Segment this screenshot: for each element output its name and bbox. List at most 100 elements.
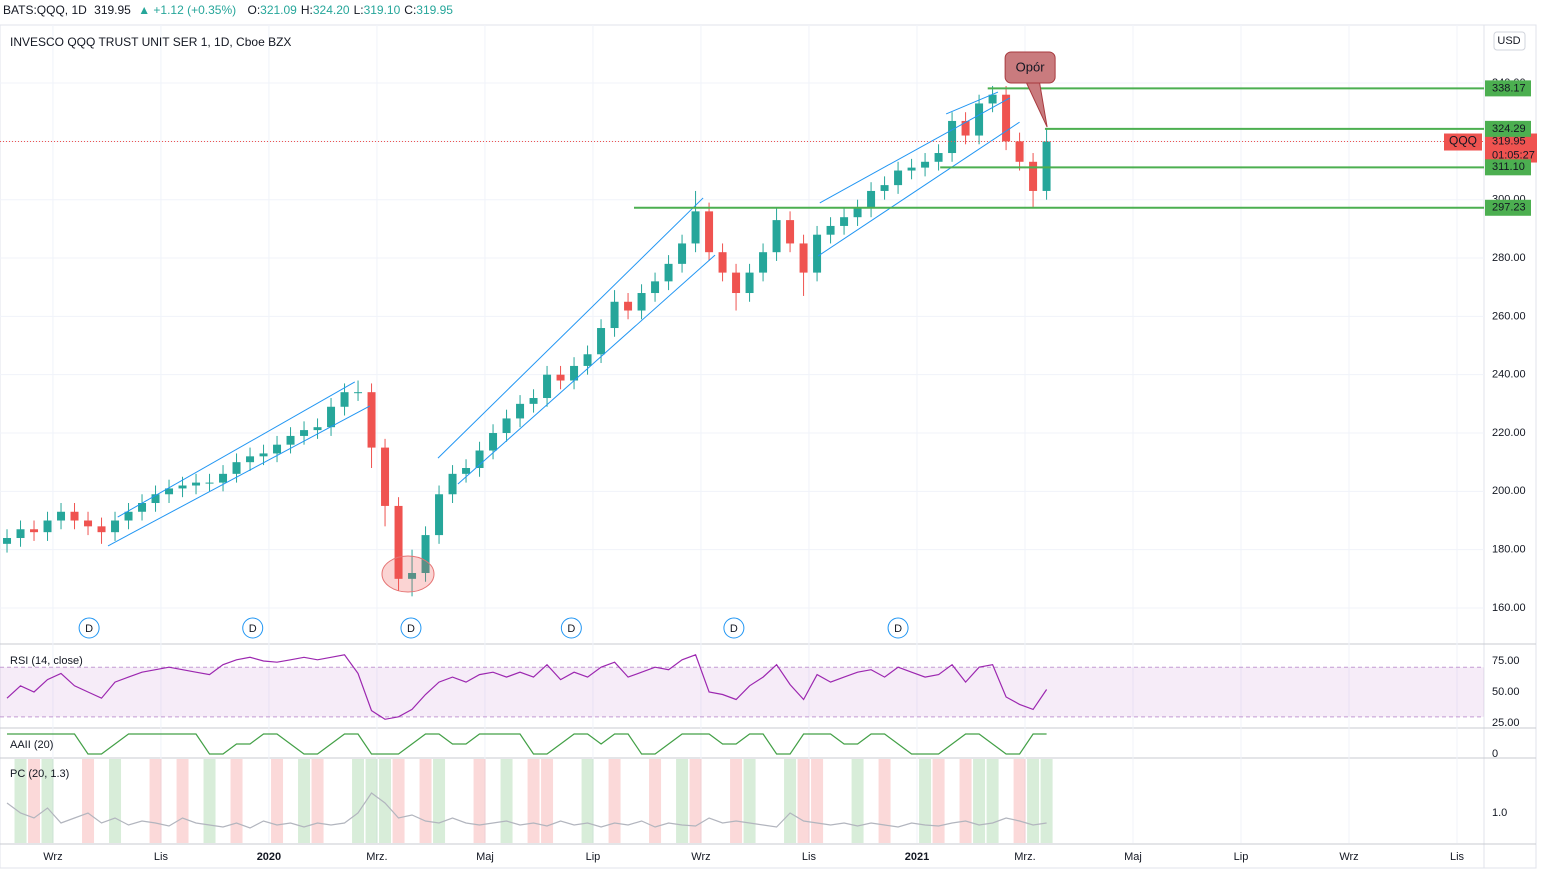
candle-body: [327, 406, 336, 428]
candle-body: [354, 392, 363, 394]
symbol: BATS:QQQ, 1D: [3, 3, 87, 17]
dividend-label: D: [249, 623, 257, 635]
candle-body: [178, 485, 187, 489]
signal-band: [608, 759, 621, 843]
candle-body: [381, 447, 390, 506]
signal-band: [649, 759, 662, 843]
signal-band: [689, 759, 702, 843]
indicator-line: [7, 733, 1047, 755]
signal-band: [851, 759, 864, 843]
grid: [0, 25, 1484, 843]
signal-band: [149, 759, 162, 843]
candle-body: [691, 211, 700, 244]
y-tick-label: 50.00: [1492, 686, 1520, 698]
candle-body: [732, 272, 741, 294]
currency-button[interactable]: [1493, 31, 1526, 51]
candle-body: [394, 505, 403, 579]
x-tick-label: Lis: [1450, 851, 1465, 863]
candle-body: [448, 473, 457, 495]
dividend-label: D: [730, 623, 738, 635]
symbol-tag: QQQ: [1449, 134, 1477, 148]
frame: [0, 24, 1537, 869]
candle-body: [165, 488, 174, 495]
dividend-marker: [887, 617, 909, 639]
dividend-label: D: [894, 623, 902, 635]
candle-body: [16, 529, 25, 539]
symbol-header: BATS:QQQ, 1D 319.95 ▲ +1.12 (+0.35%) O:3…: [3, 3, 461, 17]
candle-body: [435, 494, 444, 536]
ohlc-label: L:: [353, 3, 364, 17]
signal-band: [352, 759, 365, 843]
signal-band: [797, 759, 810, 843]
callout-text: Opór: [1016, 59, 1046, 74]
candle-body: [1015, 141, 1024, 162]
x-tick-label: Wrz: [691, 851, 710, 863]
candle-body: [1029, 161, 1038, 191]
x-tick-label: Wrz: [1339, 851, 1358, 863]
signal-band: [581, 759, 594, 843]
y-tick-label: 1.0: [1492, 807, 1507, 819]
signal-band: [919, 759, 932, 843]
candle-body: [151, 494, 160, 504]
candle-body: [826, 225, 835, 235]
candle-body: [273, 444, 282, 454]
signal-band: [743, 759, 756, 843]
candle-body: [583, 354, 592, 366]
candle-body: [286, 435, 295, 445]
x-tick-label: Lis: [154, 851, 169, 863]
dividend-label: D: [85, 623, 93, 635]
candle-body: [57, 511, 66, 521]
dividend-marker: [560, 617, 582, 639]
candle-body: [232, 462, 241, 474]
candle-body: [759, 252, 768, 273]
last-price-bg: [1485, 133, 1537, 163]
candle-body: [637, 293, 646, 311]
level-label-bg: [1485, 159, 1531, 176]
signal-band: [1013, 759, 1026, 843]
candle-body: [867, 190, 876, 209]
currency[interactable]: USD: [1497, 35, 1520, 47]
signal-band: [973, 759, 986, 843]
x-tick-label: Maj: [476, 851, 494, 863]
candle-body: [664, 263, 673, 282]
candle-body: [97, 526, 106, 533]
candle-body: [1042, 141, 1051, 191]
signal-band: [28, 759, 41, 843]
y-tick-label: 200.00: [1492, 485, 1526, 497]
ohlc-label: C:: [404, 3, 417, 17]
y-tick-label: 160.00: [1492, 602, 1526, 614]
candle-body: [894, 170, 903, 186]
candle-body: [570, 365, 579, 381]
ohlc-value: 319.95: [416, 3, 453, 17]
x-tick-label: Mrz.: [1014, 851, 1035, 863]
candle-body: [880, 185, 889, 191]
level-label: 338.17: [1492, 82, 1526, 94]
candle-body: [543, 374, 552, 399]
signal-band: [230, 759, 243, 843]
candle-body: [961, 120, 970, 136]
y-tick-label: 25.00: [1492, 717, 1520, 729]
signal-band: [1040, 759, 1053, 843]
indicator-line: [6, 654, 1048, 720]
signal-band: [82, 759, 95, 843]
trend-line: [437, 197, 704, 459]
candle-body: [529, 398, 538, 404]
signal-band: [433, 759, 446, 843]
candle-body: [772, 220, 781, 253]
candle-body: [489, 433, 498, 451]
candle-body: [624, 301, 633, 311]
highlight-ellipse: [381, 555, 435, 593]
pane-title: AAII (20): [10, 739, 53, 751]
level-label: 324.29: [1492, 123, 1526, 135]
last-price-label: 319.95: [1492, 135, 1526, 147]
candle-body: [718, 252, 727, 273]
candle-body: [516, 403, 525, 419]
signal-band: [730, 759, 743, 843]
candle-body: [502, 418, 511, 434]
candle-body: [408, 573, 417, 579]
trend-line: [945, 91, 999, 115]
dividend-marker: [400, 617, 422, 639]
signal-band: [109, 759, 122, 843]
candle-body: [367, 392, 376, 448]
ohlc-value: 321.09: [260, 3, 297, 17]
